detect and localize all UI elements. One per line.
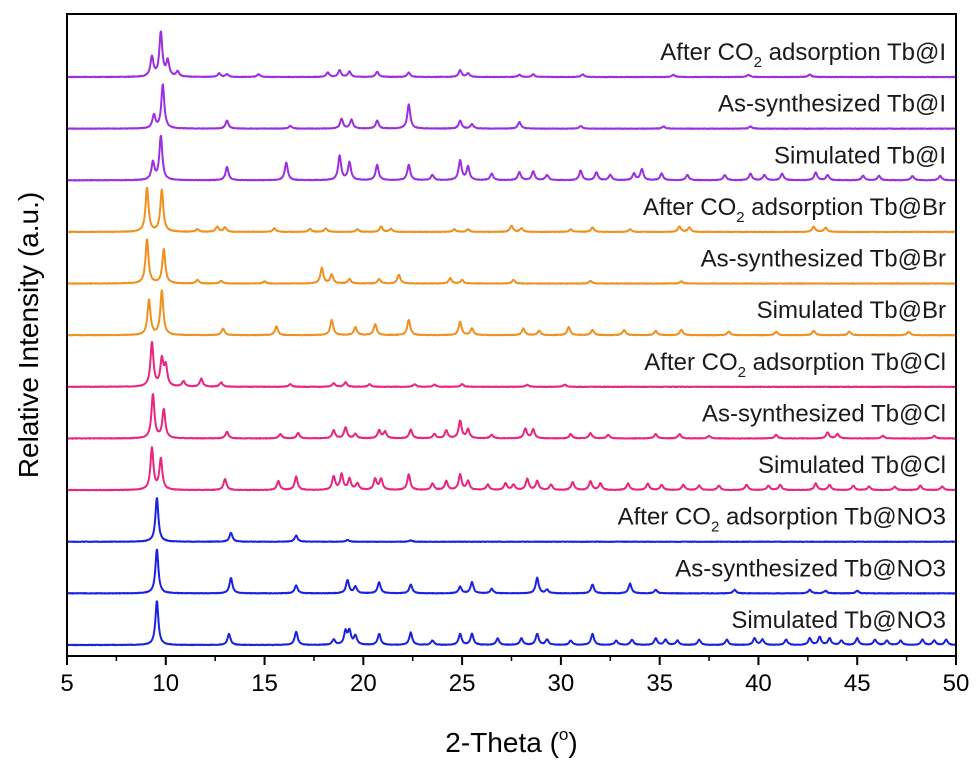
series-label-subscript: 2 bbox=[738, 364, 746, 381]
series-line bbox=[66, 238, 957, 285]
series-label-subscript: 2 bbox=[754, 54, 762, 71]
series-label-main: As-synthesized Tb@NO3 bbox=[675, 555, 946, 582]
x-tick-label: 40 bbox=[745, 670, 772, 697]
series-label: After CO2 adsorption Tb@NO3 bbox=[618, 504, 946, 536]
x-axis-title-close: ) bbox=[568, 727, 577, 758]
x-axis-title-main: 2-Theta ( bbox=[445, 727, 559, 758]
series-label: Simulated Tb@Cl bbox=[758, 452, 946, 479]
series-label: As-synthesized Tb@NO3 bbox=[675, 555, 946, 582]
curves-layer bbox=[66, 30, 957, 647]
series-line bbox=[66, 548, 957, 595]
series-line bbox=[66, 497, 957, 543]
x-tick-label: 35 bbox=[646, 670, 673, 697]
series-label-main: Simulated Tb@Cl bbox=[758, 452, 946, 479]
series-line bbox=[66, 83, 957, 130]
series-label: As-synthesized Tb@Br bbox=[701, 246, 946, 273]
x-tick-label: 50 bbox=[943, 670, 970, 697]
series-line bbox=[66, 186, 957, 234]
series-label-subscript: 2 bbox=[736, 209, 744, 226]
y-axis-title: Relative Intensity (a.u.) bbox=[13, 192, 44, 478]
x-tick-label: 10 bbox=[152, 670, 179, 697]
series-label-rest: adsorption Tb@I bbox=[762, 39, 946, 66]
series-label: After CO2 adsorption Tb@Cl bbox=[644, 349, 946, 381]
series-label-main: After CO bbox=[644, 349, 737, 376]
series-label-main: As-synthesized Tb@Br bbox=[701, 246, 946, 273]
x-tick-label: 20 bbox=[350, 670, 377, 697]
series-label: After CO2 adsorption Tb@I bbox=[660, 39, 946, 71]
x-axis-title-degree: o bbox=[559, 725, 568, 744]
series-label-main: Simulated Tb@NO3 bbox=[731, 607, 946, 634]
series-label-rest: adsorption Tb@NO3 bbox=[719, 504, 946, 531]
series-label-main: Simulated Tb@I bbox=[774, 142, 946, 169]
series-label: As-synthesized Tb@I bbox=[718, 91, 946, 118]
x-tick-label: 15 bbox=[251, 670, 278, 697]
series-label-main: Simulated Tb@Br bbox=[757, 297, 946, 324]
series-line bbox=[66, 446, 957, 492]
series-label: As-synthesized Tb@Cl bbox=[702, 400, 946, 427]
series-line bbox=[66, 340, 957, 389]
series-label-subscript: 2 bbox=[711, 519, 719, 536]
series-label-main: After CO bbox=[643, 194, 736, 221]
series-label-main: As-synthesized Tb@I bbox=[718, 91, 946, 118]
x-ticks-layer: 5 10 15 20 25 30 35 40 45 50 bbox=[60, 656, 969, 697]
series-label-rest: adsorption Tb@Cl bbox=[746, 349, 946, 376]
series-line bbox=[66, 393, 957, 440]
x-tick-label: 30 bbox=[548, 670, 575, 697]
series-line bbox=[66, 289, 957, 337]
series-label: Simulated Tb@Br bbox=[757, 297, 946, 324]
x-tick-label: 5 bbox=[60, 670, 73, 697]
series-line bbox=[66, 134, 957, 182]
x-tick-label: 25 bbox=[449, 670, 476, 697]
x-axis-title: 2-Theta (o) bbox=[445, 725, 577, 758]
x-tick-label: 45 bbox=[844, 670, 871, 697]
series-labels-layer: After CO2 adsorption Tb@IAs-synthesized … bbox=[618, 39, 946, 634]
series-line bbox=[66, 600, 957, 647]
series-label-main: After CO bbox=[618, 504, 711, 531]
series-label: Simulated Tb@I bbox=[774, 142, 946, 169]
series-label-main: After CO bbox=[660, 39, 753, 66]
series-label: After CO2 adsorption Tb@Br bbox=[643, 194, 946, 226]
series-label-rest: adsorption Tb@Br bbox=[745, 194, 946, 221]
series-label: Simulated Tb@NO3 bbox=[731, 607, 946, 634]
series-label-main: As-synthesized Tb@Cl bbox=[702, 400, 946, 427]
series-line bbox=[66, 30, 957, 79]
